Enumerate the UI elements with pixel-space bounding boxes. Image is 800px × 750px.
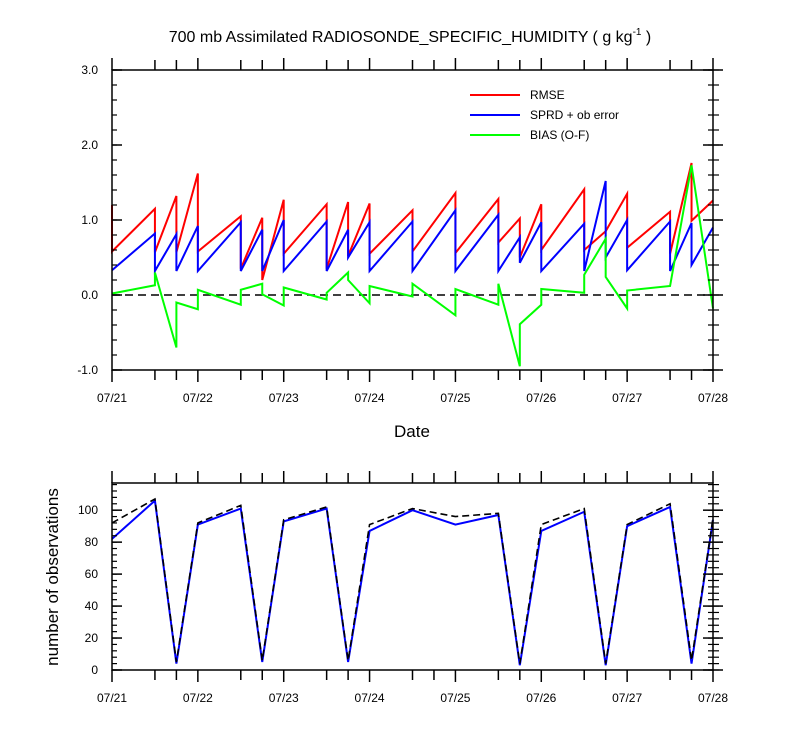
top-x-tick-label: 07/28 xyxy=(698,391,728,405)
bottom-y-tick-label: 0 xyxy=(91,663,98,677)
bottom-y-tick-label: 20 xyxy=(85,631,99,645)
bottom-x-tick-label: 07/28 xyxy=(698,691,728,705)
bottom-x-tick-label: 07/23 xyxy=(269,691,299,705)
legend-label-sprd-ob-error: SPRD + ob error xyxy=(530,108,619,122)
top-x-tick-label: 07/27 xyxy=(612,391,642,405)
top-series-line-bias-o-f xyxy=(111,165,714,367)
bottom-x-tick-label: 07/22 xyxy=(183,691,213,705)
legend-label-bias-o-f: BIAS (O-F) xyxy=(530,128,589,142)
top-y-tick-label: 0.0 xyxy=(81,288,98,302)
bottom-x-tick-label: 07/26 xyxy=(526,691,556,705)
top-panel: 07/21 07/22 07/23 07/24 07/25 07/26 07/27 07/28… xyxy=(77,58,728,405)
bottom-x-tick-label: 07/25 xyxy=(440,691,470,705)
bottom-y-tick-label: 40 xyxy=(85,599,99,613)
bottom-y-tick-label: 100 xyxy=(78,503,98,517)
top-series-line-sprd-ob-error xyxy=(111,180,714,275)
top-x-tick-label: 07/23 xyxy=(269,391,299,405)
bottom-series-line-dashed xyxy=(111,497,714,664)
chart-title: 700 mb Assimilated RADIOSONDE_SPECIFIC_H… xyxy=(169,27,652,46)
chart-title-end: ) xyxy=(641,29,651,46)
top-y-tick-label: 1.0 xyxy=(81,213,98,227)
bottom-x-tick-label: 07/24 xyxy=(355,691,385,705)
bottom-series-line-solid xyxy=(111,498,714,666)
bottom-y-tick-label: 80 xyxy=(85,535,99,549)
bottom-y-axis-title: number of observations xyxy=(43,488,62,666)
top-series-line-rmse xyxy=(111,162,714,281)
top-x-tick-label: 07/22 xyxy=(183,391,213,405)
top-x-tick-label: 07/25 xyxy=(440,391,470,405)
bottom-y-tick-label: 60 xyxy=(85,567,99,581)
top-x-tick-label: 07/24 xyxy=(355,391,385,405)
top-y-tick-label: 2.0 xyxy=(81,138,98,152)
top-x-tick-label: 07/26 xyxy=(526,391,556,405)
bottom-x-tick-label: 07/27 xyxy=(612,691,642,705)
top-y-tick-label: 3.0 xyxy=(81,63,98,77)
bottom-x-tick-label: 07/21 xyxy=(97,691,127,705)
bottom-panel: 07/21 07/22 07/23 07/24 07/25 07/26 07/27 07/28… xyxy=(78,471,728,705)
chart-title-superscript: -1 xyxy=(633,27,642,38)
top-y-tick-label: -1.0 xyxy=(77,363,98,377)
top-x-axis-title: Date xyxy=(394,422,430,441)
legend-label-rmse: RMSE xyxy=(530,88,565,102)
top-x-tick-label: 07/21 xyxy=(97,391,127,405)
